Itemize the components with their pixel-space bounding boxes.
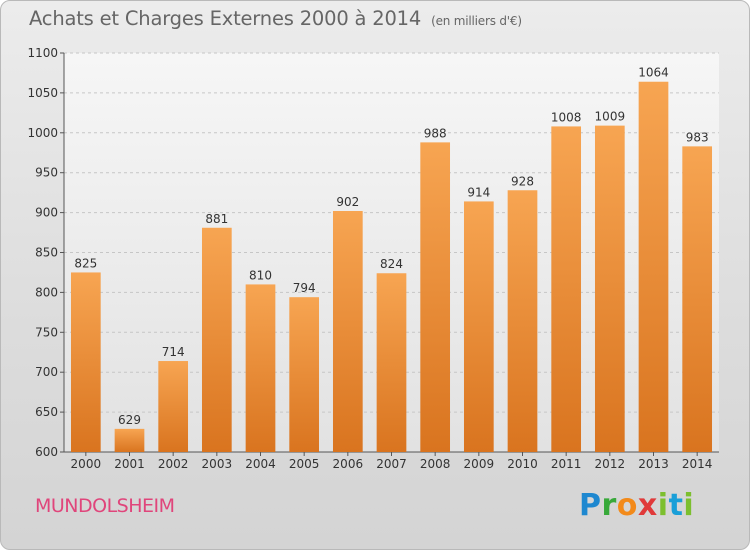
bar-value-label: 824	[380, 257, 403, 271]
bar-value-label: 629	[118, 413, 141, 427]
chart-title: Achats et Charges Externes 2000 à 2014 (e…	[29, 7, 522, 30]
x-tick-label: 2001	[114, 457, 145, 471]
y-tick-label: 1100	[27, 46, 58, 60]
x-tick-label: 2004	[245, 457, 276, 471]
bar-value-label: 983	[686, 130, 709, 144]
y-tick-label: 1000	[27, 126, 58, 140]
logo-letter: r	[601, 488, 617, 523]
bar	[289, 297, 320, 452]
bar-value-label: 714	[162, 345, 185, 359]
y-tick-label: 650	[35, 405, 58, 419]
bar	[551, 126, 582, 452]
y-tick-label: 850	[35, 246, 58, 260]
bar-value-label: 902	[336, 195, 359, 209]
logo-letter: x	[637, 488, 658, 523]
x-tick-label: 2014	[682, 457, 713, 471]
x-tick-label: 2010	[507, 457, 538, 471]
bar	[420, 142, 451, 452]
x-tick-label: 2011	[551, 457, 582, 471]
bar-value-label: 988	[424, 126, 447, 140]
bar	[70, 272, 101, 452]
x-tick-label: 2009	[464, 457, 495, 471]
x-tick-label: 2003	[202, 457, 233, 471]
bar-value-label: 881	[205, 212, 228, 226]
logo-letter: i	[657, 488, 669, 523]
x-tick-label: 2007	[376, 457, 407, 471]
x-tick-label: 2000	[71, 457, 102, 471]
x-tick-label: 2005	[289, 457, 320, 471]
x-tick-label: 2012	[595, 457, 626, 471]
y-tick-label: 600	[35, 445, 58, 459]
bar-value-label: 1009	[595, 110, 626, 124]
bar	[201, 227, 232, 452]
logo-letter: o	[616, 488, 638, 523]
bar	[332, 211, 363, 452]
y-tick-label: 950	[35, 166, 58, 180]
bar-value-label: 825	[74, 256, 97, 270]
y-tick-label: 1050	[27, 86, 58, 100]
bar-value-label: 928	[511, 174, 534, 188]
bar-value-label: 914	[467, 185, 490, 199]
y-tick-label: 900	[35, 206, 58, 220]
bar	[463, 201, 494, 452]
commune-name: MUNDOLSHEIM	[35, 495, 175, 517]
y-tick-label: 750	[35, 325, 58, 339]
bar	[245, 284, 276, 452]
bar	[376, 273, 407, 452]
bar-value-label: 810	[249, 268, 272, 282]
x-tick-label: 2002	[158, 457, 189, 471]
bar	[638, 81, 669, 452]
proxiti-logo: Proxiti	[579, 488, 694, 523]
x-tick-label: 2013	[638, 457, 669, 471]
y-tick-label: 800	[35, 285, 58, 299]
bar-value-label: 794	[293, 281, 316, 295]
bar	[507, 190, 538, 453]
logo-letter: i	[683, 488, 695, 523]
bar-value-label: 1064	[638, 66, 669, 80]
x-tick-label: 2008	[420, 457, 451, 471]
bar-value-label: 1008	[551, 110, 582, 124]
x-tick-label: 2006	[333, 457, 364, 471]
logo-letter: t	[668, 488, 684, 523]
bar	[682, 146, 713, 452]
bar	[594, 125, 625, 453]
bar	[114, 428, 145, 452]
bar	[158, 361, 189, 452]
chart-title-text: Achats et Charges Externes 2000 à 2014	[29, 7, 422, 30]
chart-unit: (en milliers d'€)	[431, 14, 522, 28]
logo-letter: P	[579, 488, 602, 523]
y-tick-label: 700	[35, 365, 58, 379]
